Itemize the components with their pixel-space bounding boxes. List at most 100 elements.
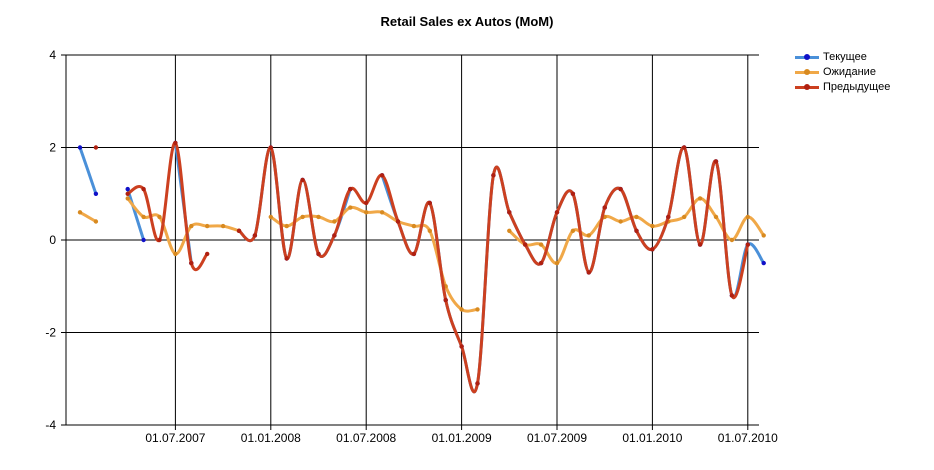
data-point-previous: [634, 228, 639, 233]
data-point-expected: [364, 210, 369, 215]
x-tick-label: 01.01.2008: [241, 431, 301, 445]
data-point-previous: [173, 140, 178, 146]
data-point-previous: [570, 191, 576, 196]
y-tick-label: 2: [49, 141, 56, 155]
data-point-previous: [348, 186, 353, 192]
data-point-previous: [332, 233, 337, 238]
data-point-previous: [316, 251, 321, 257]
data-point-previous: [666, 214, 671, 220]
data-point-expected: [745, 214, 750, 220]
data-point-previous: [300, 177, 305, 183]
data-point-previous: [443, 297, 448, 303]
data-point-previous: [697, 242, 703, 247]
series-line-current: [237, 145, 352, 261]
data-point-expected: [300, 214, 305, 220]
data-point-previous: [729, 293, 735, 298]
data-point-previous: [125, 191, 130, 196]
x-tick-label: 01.07.2009: [527, 431, 587, 445]
data-point-expected: [220, 223, 226, 229]
data-point-previous: [268, 145, 273, 150]
label-layer: -4 -2 0 2 4 01.07.2007 01.01.2008 01.07.2008 01.…: [45, 48, 778, 445]
series-previous: [93, 140, 750, 394]
legend-item-expected[interactable]: Ожидание: [795, 64, 890, 79]
legend-item-previous[interactable]: Предыдущее: [795, 79, 890, 94]
data-point-previous: [523, 242, 528, 247]
data-point-expected: [284, 223, 289, 229]
data-point-expected: [761, 233, 766, 238]
data-point-expected: [729, 237, 735, 243]
series-line-previous: [126, 141, 209, 272]
data-point-expected: [427, 228, 432, 233]
data-point-expected: [348, 205, 353, 210]
series-line-current: [78, 146, 98, 196]
series-line-expected: [269, 205, 479, 313]
data-point-expected: [634, 214, 639, 220]
data-point-expected: [379, 210, 385, 215]
data-point-previous: [554, 210, 560, 215]
data-point-previous: [427, 200, 432, 206]
legend-label-current: Текущее: [823, 50, 867, 63]
series-expected: [77, 196, 766, 313]
x-tick-label: 01.07.2010: [718, 431, 778, 445]
data-point-expected: [189, 223, 194, 229]
y-tick-label: 4: [49, 48, 56, 62]
data-point-previous: [745, 242, 750, 247]
data-point-previous: [364, 200, 369, 206]
legend-label-previous: Предыдущее: [823, 80, 891, 93]
data-point-previous: [284, 256, 289, 261]
data-point-previous: [602, 205, 607, 210]
data-point-expected: [650, 223, 655, 229]
data-point-previous: [395, 219, 401, 224]
data-point-previous: [682, 145, 687, 150]
data-point-expected: [538, 242, 544, 247]
series-line-previous: [237, 145, 750, 394]
y-tick-label: -4: [45, 418, 56, 432]
data-point-previous: [411, 251, 417, 257]
data-point-expected: [268, 214, 273, 220]
data-point-previous: [252, 233, 258, 238]
data-point-expected: [411, 223, 417, 229]
data-point-previous: [475, 381, 480, 386]
data-point-expected: [713, 214, 719, 220]
legend-swatch-expected: [795, 68, 819, 76]
legend: Текущее Ожидание Предыдущее: [795, 49, 890, 94]
data-point-expected: [475, 307, 480, 312]
data-point-previous: [236, 228, 242, 233]
data-point-previous: [491, 173, 496, 178]
legend-item-current[interactable]: Текущее: [795, 49, 890, 64]
data-point-previous: [379, 173, 385, 178]
legend-swatch-current: [795, 53, 819, 61]
x-tick-label: 01.07.2008: [336, 431, 396, 445]
data-point-previous: [650, 247, 655, 252]
series-line-expected: [78, 210, 98, 223]
data-point-expected: [682, 214, 687, 220]
chart-title: Retail Sales ex Autos (MoM): [380, 14, 554, 29]
data-point-previous: [538, 260, 544, 266]
data-point-current: [93, 191, 99, 196]
data-point-expected: [586, 233, 591, 238]
data-point-previous: [507, 210, 512, 215]
data-point-previous: [93, 145, 99, 150]
data-point-expected: [93, 219, 99, 224]
data-point-expected: [316, 214, 321, 220]
data-point-expected: [125, 196, 130, 201]
grid-layer: [61, 54, 759, 430]
data-point-current: [761, 260, 766, 266]
data-point-expected: [554, 260, 560, 266]
data-point-previous: [205, 251, 210, 257]
data-point-expected: [618, 219, 623, 224]
data-point-expected: [332, 219, 337, 224]
data-point-expected: [173, 251, 178, 257]
x-tick-label: 01.01.2010: [622, 431, 682, 445]
legend-swatch-previous: [795, 83, 819, 91]
data-point-previous: [141, 186, 146, 192]
data-point-previous: [189, 260, 194, 266]
data-point-expected: [77, 210, 83, 215]
y-tick-label: 0: [49, 233, 56, 247]
data-point-previous: [713, 159, 719, 164]
y-tick-label: -2: [45, 326, 56, 340]
x-tick-label: 01.01.2009: [432, 431, 492, 445]
data-point-previous: [157, 237, 162, 243]
